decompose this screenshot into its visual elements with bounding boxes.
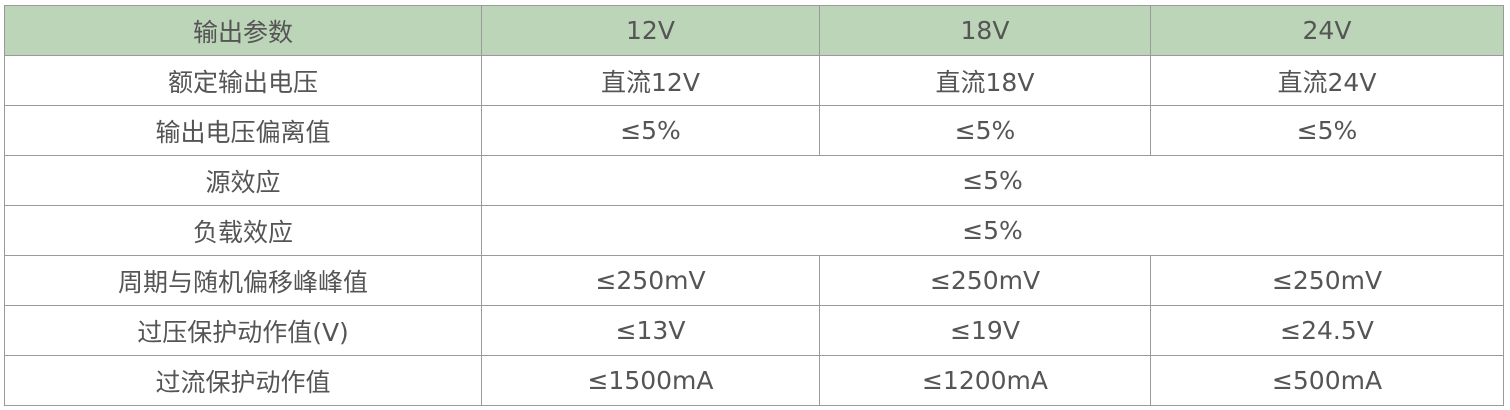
table-cell: 直流18V [819,55,1151,106]
table-row: 输出电压偏离值 ≤5% ≤5% ≤5% [4,105,1504,156]
table-cell: ≤5% [1150,105,1504,156]
header-cell: 24V [1150,5,1504,56]
table-cell: ≤5% [481,105,820,156]
row-label: 源效应 [4,155,482,206]
header-cell: 18V [819,5,1151,56]
merged-cell: ≤5% [481,155,1504,206]
table-cell: ≤250mV [819,255,1151,306]
table-cell: ≤1500mA [481,355,820,406]
table-cell: ≤5% [819,105,1151,156]
table-cell: ≤250mV [481,255,820,306]
table-row: 过压保护动作值(V) ≤13V ≤19V ≤24.5V [4,305,1504,356]
table-cell: ≤1200mA [819,355,1151,406]
table-row: 额定输出电压 直流12V 直流18V 直流24V [4,55,1504,106]
row-label: 过压保护动作值(V) [4,305,482,356]
row-label: 过流保护动作值 [4,355,482,406]
table-cell: ≤500mA [1150,355,1504,406]
table-cell: ≤24.5V [1150,305,1504,356]
table-cell: ≤19V [819,305,1151,356]
table-row: 周期与随机偏移峰峰值 ≤250mV ≤250mV ≤250mV [4,255,1504,306]
output-parameters-table: 输出参数 12V 18V 24V 额定输出电压 直流12V 直流18V 直流24… [4,5,1504,406]
table-header-row: 输出参数 12V 18V 24V [4,5,1504,56]
table-cell: 直流24V [1150,55,1504,106]
row-label: 输出电压偏离值 [4,105,482,156]
row-label: 额定输出电压 [4,55,482,106]
merged-cell: ≤5% [481,205,1504,256]
table-cell: ≤13V [481,305,820,356]
table-cell: 直流12V [481,55,820,106]
header-cell: 输出参数 [4,5,482,56]
table-cell: ≤250mV [1150,255,1504,306]
row-label: 负载效应 [4,205,482,256]
header-cell: 12V [481,5,820,56]
table-row: 源效应 ≤5% [4,155,1504,206]
table-row: 过流保护动作值 ≤1500mA ≤1200mA ≤500mA [4,355,1504,406]
row-label: 周期与随机偏移峰峰值 [4,255,482,306]
table-row: 负载效应 ≤5% [4,205,1504,256]
